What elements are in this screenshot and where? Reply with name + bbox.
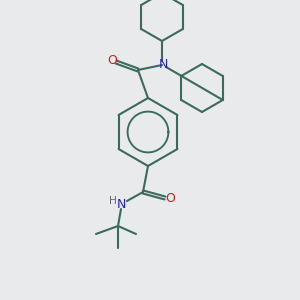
Text: H: H xyxy=(109,196,117,206)
Text: O: O xyxy=(107,53,117,67)
Text: O: O xyxy=(165,193,175,206)
Text: N: N xyxy=(158,58,168,70)
Text: N: N xyxy=(116,197,126,211)
